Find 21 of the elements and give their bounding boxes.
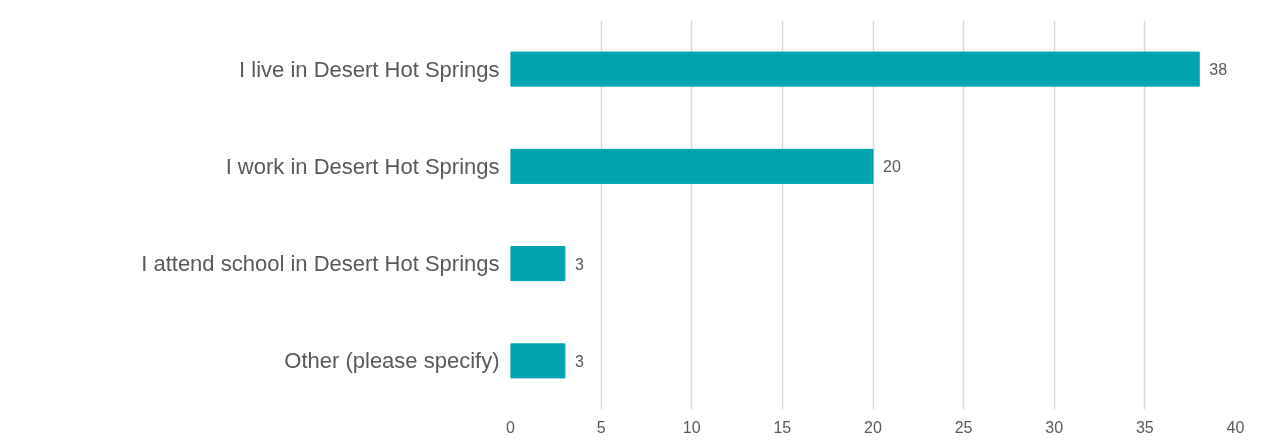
- x-tick-label: 40: [1226, 418, 1245, 436]
- bar: [510, 51, 1200, 87]
- bar: [510, 246, 566, 282]
- data-label: 20: [883, 158, 901, 176]
- x-tick-label: 10: [682, 418, 701, 436]
- data-label: 3: [574, 352, 584, 370]
- y-tick-label: I live in Desert Hot Springs: [239, 56, 500, 82]
- x-tick-label: 15: [773, 418, 792, 436]
- x-tick-label: 25: [954, 418, 973, 436]
- x-tick-label: 30: [1045, 418, 1064, 436]
- data-label: 38: [1209, 61, 1228, 79]
- x-tick-label: 5: [596, 418, 606, 436]
- y-tick-label: Other (please specify): [284, 348, 500, 374]
- y-tick-label: I attend school in Desert Hot Springs: [141, 251, 500, 277]
- data-label: 3: [574, 255, 584, 273]
- bar: [510, 148, 874, 184]
- x-tick-label: 35: [1135, 418, 1154, 436]
- x-tick-label: 0: [506, 418, 516, 436]
- x-tick-label: 20: [864, 418, 882, 436]
- y-tick-label: I work in Desert Hot Springs: [225, 153, 500, 179]
- bar: [510, 343, 566, 379]
